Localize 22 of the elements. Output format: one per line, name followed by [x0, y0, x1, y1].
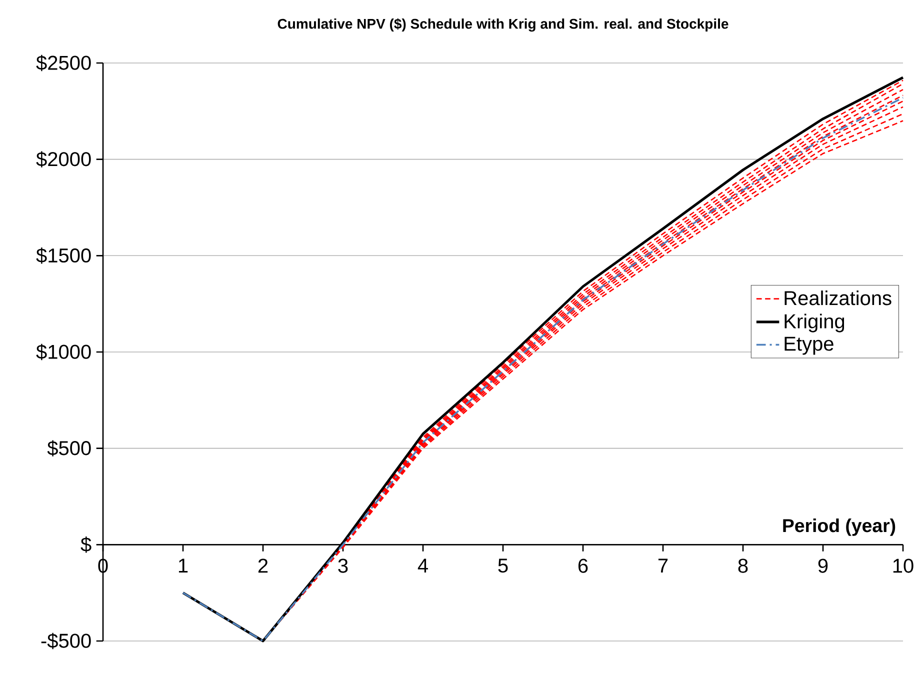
y-tick-label: $ [80, 536, 92, 553]
y-tick-label: $1000 [36, 344, 91, 360]
x-tick-label: 5 [498, 558, 508, 573]
legend-label: Etype [784, 336, 834, 355]
x-tick-label: 3 [338, 558, 348, 573]
y-tick-label: -$500 [41, 632, 91, 650]
y-tick-label: $2500 [36, 54, 91, 72]
x-tick-label: 8 [738, 558, 748, 573]
x-tick-label: 2 [258, 558, 268, 573]
legend-label: Kriging [784, 314, 844, 332]
chart-title: Cumulative NPV ($) Schedule with Krig and Sim. real. and Stockpile [278, 18, 728, 32]
y-tick-label: $2000 [36, 151, 91, 168]
y-tick-label: $1500 [36, 248, 91, 264]
x-tick-label: 4 [418, 558, 428, 572]
x-tick-label: 6 [578, 558, 588, 573]
x-axis-title: Period (year) [783, 518, 896, 536]
x-tick-label: 7 [658, 558, 668, 572]
x-tick-label: 1 [178, 558, 188, 572]
legend-label: Realizations [784, 290, 892, 306]
x-tick-label: 10 [893, 558, 914, 573]
x-tick-label: 9 [818, 558, 828, 573]
y-tick-label: $500 [47, 440, 91, 456]
